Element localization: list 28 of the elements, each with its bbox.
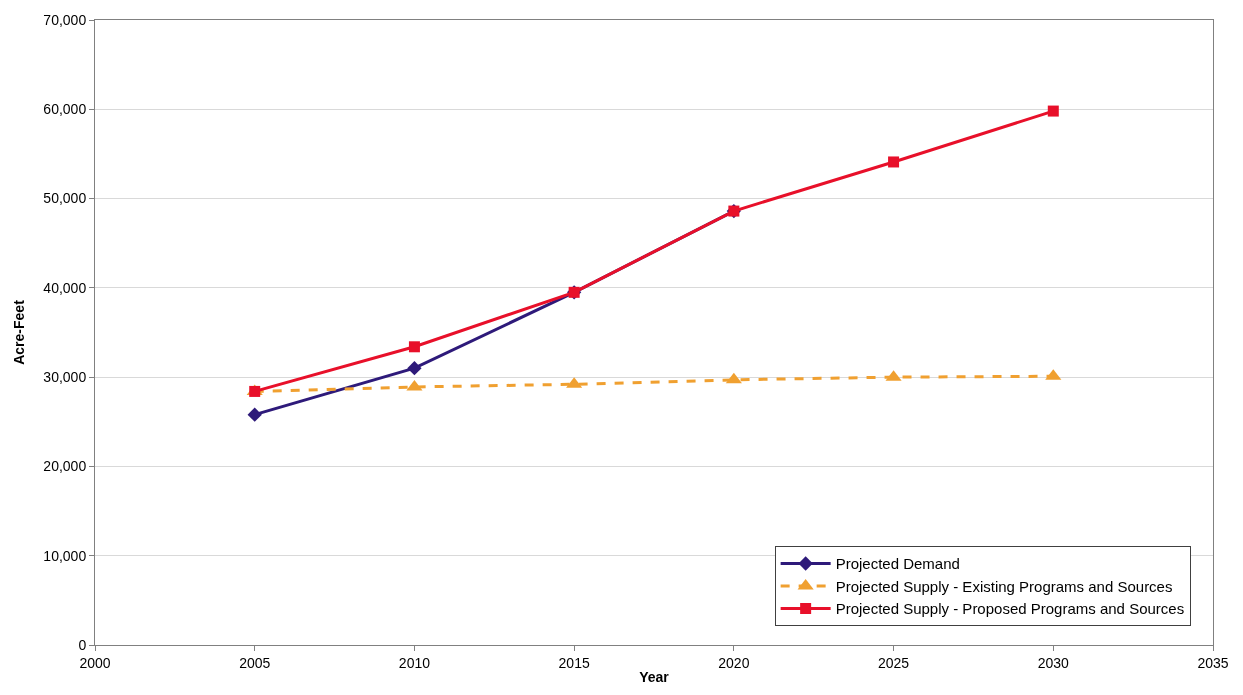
y-tick-label: 60,000 [43, 101, 87, 118]
point [408, 341, 420, 353]
point [725, 372, 742, 384]
point [407, 361, 422, 376]
y-tick-label: 70,000 [43, 11, 87, 28]
x-tick-label: 2030 [1037, 654, 1070, 671]
x-tick-label: 2010 [398, 654, 431, 671]
y-tick-label: 0 [78, 636, 87, 653]
x-tick-label: 2000 [79, 654, 111, 671]
x-tick-label: 2035 [1197, 654, 1229, 671]
point [247, 407, 262, 422]
legend-label: Projected Demand [835, 555, 960, 573]
y-tick-label: 30,000 [43, 369, 87, 386]
x-tick-label: 2015 [558, 654, 590, 671]
x-tick-label: 2005 [239, 654, 271, 671]
x-tick-label: 2020 [718, 654, 750, 671]
y-tick-label: 10,000 [43, 547, 87, 564]
y-tick-label: 40,000 [43, 279, 87, 296]
x-axis-title: Year [639, 669, 670, 686]
y-axis-title: Acre-Feet [10, 299, 27, 365]
legend-label: Projected Supply - Existing Programs and Sources [835, 577, 1173, 595]
x-tick-label: 2025 [877, 654, 910, 671]
point [406, 379, 423, 391]
point [1047, 105, 1059, 117]
legend-label: Projected Supply - Proposed Programs and Sources [835, 600, 1185, 618]
y-tick-label: 50,000 [43, 190, 87, 207]
y-tick-label: 20,000 [43, 458, 87, 475]
point [888, 156, 900, 168]
